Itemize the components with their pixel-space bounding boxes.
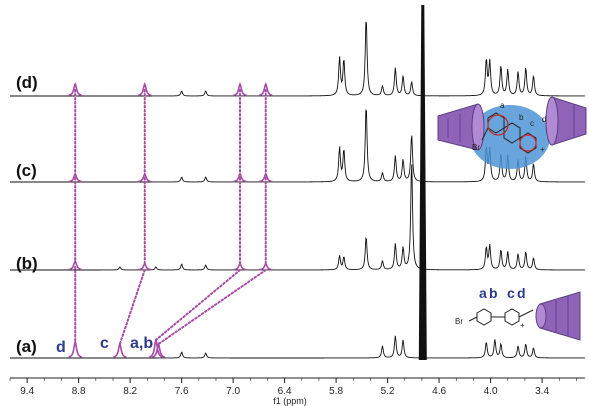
- peak-assignment-d: d: [56, 339, 66, 356]
- complex-cation-label: +: [540, 145, 545, 154]
- guest-label-d: d: [517, 285, 526, 301]
- x-tick-label: 9.4: [20, 386, 34, 397]
- complex-core-icon: [470, 105, 550, 169]
- spectra-traces: [10, 5, 586, 360]
- x-axis-ticks: 9.4 8.8 8.2 7.6 7.0 6.4 5.8 5.2 4.6 4.0 3.4: [9, 378, 577, 397]
- guest-cyclodextrin-icon: [535, 291, 581, 341]
- x-tick-label: 8.2: [123, 386, 137, 397]
- correlation-dotted-line: [118, 269, 146, 345]
- complex-label-a: a: [500, 101, 505, 110]
- guest-structure-illustration: a b c d Br +: [455, 285, 581, 341]
- x-tick-label: 6.4: [278, 386, 292, 397]
- guest-molecule-icon: [468, 308, 534, 326]
- x-tick-label: 5.8: [329, 386, 343, 397]
- guest-cation-label: +: [520, 321, 525, 330]
- x-tick-label: 3.4: [535, 386, 549, 397]
- left-cyclodextrin-icon: [437, 103, 485, 151]
- trace-label-b: (b): [16, 254, 38, 273]
- complex-label-d: d: [542, 115, 546, 124]
- trace-label-c: (c): [16, 161, 37, 180]
- highlighted-peak: [258, 82, 273, 97]
- spectrum-trace: [10, 21, 586, 97]
- x-tick-label: 5.2: [381, 386, 395, 397]
- complex-bromo-label: Br: [472, 143, 480, 152]
- complex-illustration: Br + a b c d: [437, 96, 587, 169]
- x-tick-label: 4.0: [484, 386, 498, 397]
- highlighted-peak: [68, 339, 83, 358]
- spectrum-trace: [10, 164, 585, 271]
- trace-label-a: (a): [16, 337, 37, 356]
- right-cyclodextrin-icon: [545, 96, 587, 146]
- x-tick-label: 7.6: [175, 386, 189, 397]
- peak-assignment-ab: a,b: [130, 335, 153, 352]
- highlighted-peak: [68, 82, 82, 97]
- guest-bromo-label: Br: [455, 317, 463, 326]
- correlation-dotted-line: [157, 269, 267, 345]
- highlighted-peak: [138, 262, 152, 271]
- x-axis: 9.4 8.8 8.2 7.6 7.0 6.4 5.8 5.2 4.6 4.0 3.4 f1 (pp…: [9, 377, 585, 406]
- solvent-peak: [418, 5, 427, 360]
- x-axis-title: f1 (ppm): [273, 396, 307, 406]
- highlighted-peak: [259, 262, 273, 271]
- highlighted-peak: [68, 259, 82, 271]
- x-tick-label: 4.6: [432, 386, 446, 397]
- x-tick-label: 7.0: [226, 386, 240, 397]
- correlation-dotted-line: [154, 269, 241, 341]
- guest-label-a: a: [479, 285, 487, 301]
- complex-label-b: b: [519, 113, 524, 122]
- complex-label-c: c: [530, 119, 534, 128]
- highlighted-peak: [233, 262, 247, 271]
- guest-label-c: c: [507, 285, 515, 301]
- guest-label-b: b: [489, 285, 498, 301]
- trace-label-d: (d): [16, 73, 38, 92]
- peak-assignment-c: c: [100, 335, 109, 352]
- highlighted-peak: [233, 82, 247, 97]
- correlation-lines: [74, 89, 267, 345]
- highlighted-peak: [137, 82, 152, 97]
- spectrum-trace: [10, 335, 585, 359]
- highlighted-peak: [113, 341, 127, 358]
- x-tick-label: 8.8: [72, 386, 86, 397]
- complex-guest-molecule-icon: [481, 112, 537, 154]
